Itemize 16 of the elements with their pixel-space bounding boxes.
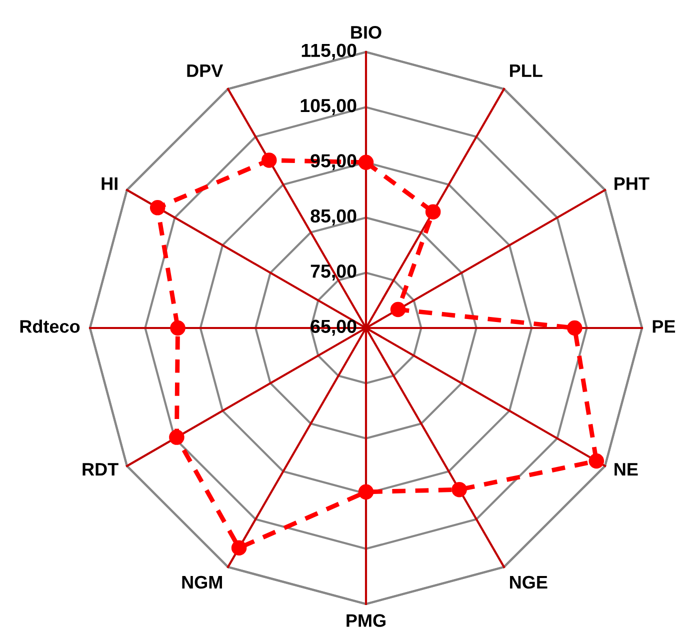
spoke-label: DPV (187, 64, 224, 77)
spoke-label: NGM (182, 576, 222, 589)
y-tick-label: 95,00 (310, 154, 356, 170)
spoke-label: NE (614, 463, 638, 476)
spoke-label: PMG (346, 614, 386, 627)
spoke-label: RDT (82, 463, 118, 476)
spoke-label: PE (652, 320, 676, 333)
spoke-label: PLL (510, 64, 542, 77)
y-tick-label: 105,00 (300, 98, 356, 115)
y-tick-label: 85,00 (310, 209, 356, 226)
spoke-label: BIO (351, 26, 382, 39)
y-tick-label: 115,00 (302, 44, 356, 60)
spoke-label: NGE (510, 576, 548, 589)
spoke-label: PHT (614, 177, 650, 190)
spoke-label: Rdteco (20, 320, 80, 333)
spoke-label: HI (102, 177, 118, 190)
